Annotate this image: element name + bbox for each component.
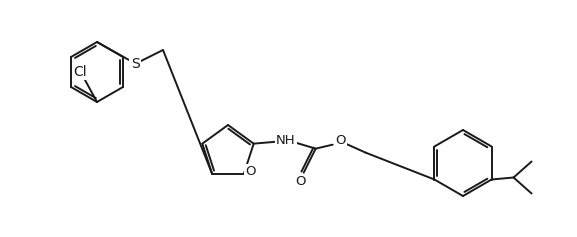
Text: S: S: [130, 57, 140, 71]
Text: Cl: Cl: [73, 65, 87, 79]
Text: NH: NH: [276, 134, 295, 147]
Text: O: O: [295, 175, 306, 188]
Text: O: O: [335, 134, 346, 147]
Text: O: O: [246, 165, 256, 178]
